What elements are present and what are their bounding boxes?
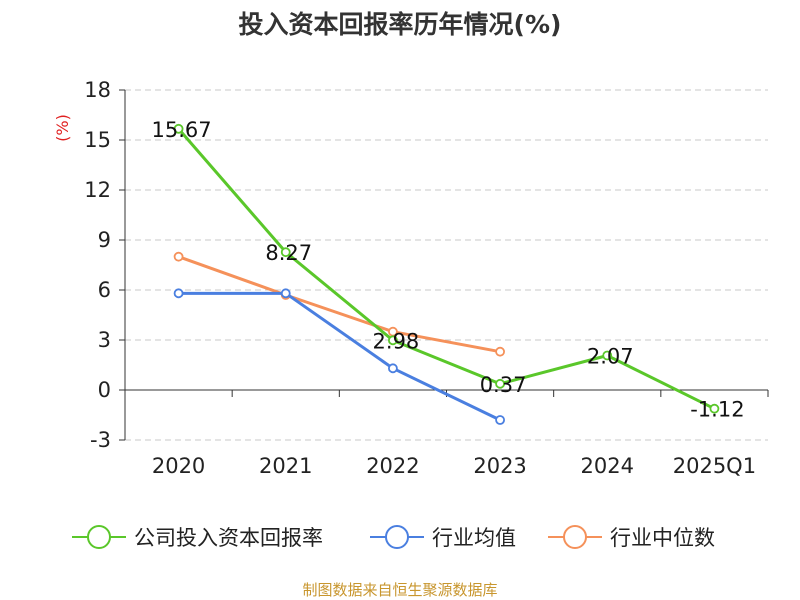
data-point	[602, 350, 613, 361]
plot-area: 15.67 8.27 2.98 0.37 2.07 -1.12	[152, 118, 745, 425]
data-label: 15.67	[152, 118, 212, 142]
data-point	[495, 415, 505, 425]
data-point	[495, 378, 505, 389]
data-point	[280, 288, 291, 299]
legend-label: 行业中位数	[610, 526, 715, 550]
legend-item-2: 行业中位数	[548, 525, 715, 550]
x-tick-label: 2022	[366, 454, 419, 478]
y-tick-label: 12	[84, 178, 111, 202]
legend-label: 公司投入资本回报率	[134, 526, 323, 550]
data-point	[388, 363, 398, 374]
data-point	[280, 247, 291, 258]
data-point	[709, 403, 720, 414]
series-line	[177, 127, 716, 411]
y-tick-label: -3	[90, 428, 111, 452]
legend-marker	[563, 525, 587, 549]
x-tick-label: 2023	[473, 454, 526, 478]
data-point	[388, 335, 398, 346]
legend: 公司投入资本回报率 行业均值 行业中位数	[72, 525, 715, 550]
grid-lines	[125, 89, 768, 441]
series-line	[178, 291, 501, 422]
x-tick-label: 2020	[152, 454, 205, 478]
x-tick-label: 2025Q1	[673, 454, 756, 478]
x-tick-label: 2021	[259, 454, 312, 478]
legend-item-0: 公司投入资本回报率	[72, 525, 323, 550]
series-0	[173, 123, 720, 414]
series-line	[178, 255, 501, 354]
y-tick-label: 15	[84, 128, 111, 152]
y-tick-label: 18	[84, 78, 111, 102]
source-note: 制图数据来自恒生聚源数据库	[302, 581, 497, 599]
y-tick-label: 9	[98, 228, 111, 252]
legend-label: 行业均值	[432, 526, 516, 550]
data-label: 2.07	[587, 345, 634, 369]
x-axis: 2020 2021 2022 2023 2024 2025Q1	[124, 389, 769, 478]
y-tick-label: 0	[98, 378, 111, 402]
y-tick-label: 3	[98, 328, 111, 352]
chart-title: 投入资本回报率历年情况(%)	[239, 10, 562, 39]
legend-item-1: 行业均值	[370, 525, 516, 550]
y-axis: 18 15 12 9 6 3 0 -3	[84, 78, 126, 452]
data-point	[495, 346, 505, 357]
series-1	[173, 288, 505, 425]
data-label: 0.37	[480, 373, 527, 397]
y-tick-label: 6	[98, 278, 111, 302]
y-axis-label: (%)	[53, 114, 72, 142]
data-label: 2.98	[373, 329, 420, 353]
legend-marker	[87, 525, 111, 549]
data-label: 8.27	[265, 241, 312, 265]
x-tick-label: 2024	[581, 454, 634, 478]
data-point	[173, 288, 184, 299]
data-point	[173, 123, 184, 134]
data-label: -1.12	[690, 398, 744, 422]
legend-marker	[385, 525, 409, 549]
data-point	[173, 251, 184, 262]
